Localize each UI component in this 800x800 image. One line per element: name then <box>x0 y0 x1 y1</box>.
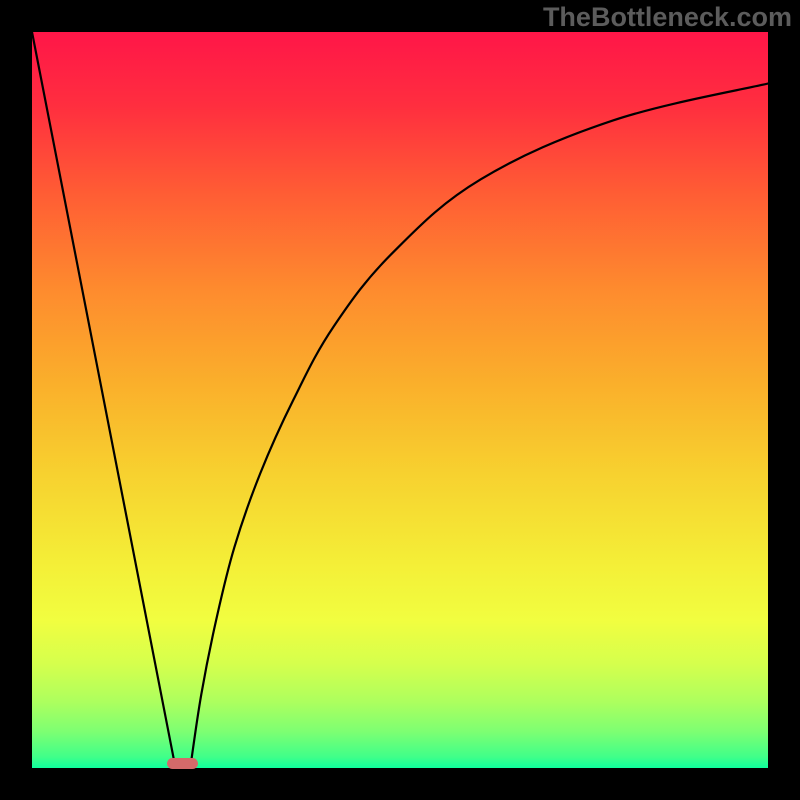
curve-path <box>32 32 768 768</box>
chart-container: TheBottleneck.com <box>0 0 800 800</box>
bottleneck-curve <box>32 32 768 768</box>
plot-area <box>32 32 768 768</box>
optimal-point-marker <box>167 758 198 770</box>
watermark-text: TheBottleneck.com <box>543 2 792 33</box>
